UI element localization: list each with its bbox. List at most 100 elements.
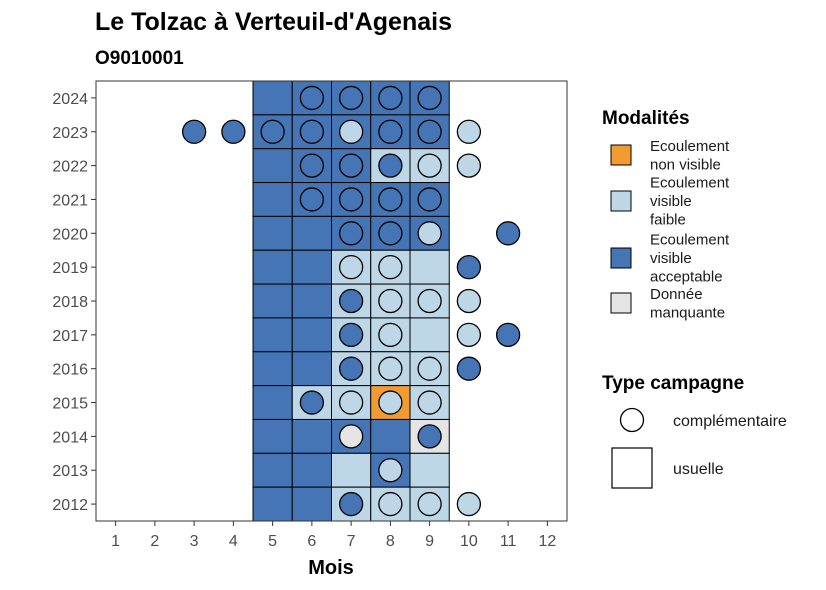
tile-2015-5 — [252, 385, 293, 420]
point-2020-8 — [378, 221, 403, 246]
point-2022-9 — [417, 153, 442, 178]
y-axis: 2012 2013 2014 2015 2016 2017 2018 2019 2020 2021… — [52, 91, 96, 514]
legend-label-line: non visible — [650, 156, 721, 173]
x-tick-label: 4 — [229, 533, 238, 550]
tile-2013-9 — [409, 452, 450, 488]
point-2020-7 — [338, 221, 364, 246]
y-tick-label: 2018 — [52, 294, 88, 311]
legend-key-manquante — [610, 292, 632, 314]
point-2023-9 — [417, 119, 442, 144]
x-tick-label: 2 — [150, 533, 159, 550]
x-tick-label: 9 — [425, 533, 434, 550]
tile-2016-6 — [291, 351, 332, 387]
point-2023-5 — [260, 119, 285, 144]
tile-2024-5 — [252, 80, 293, 116]
x-tick-label: 11 — [500, 533, 517, 550]
y-tick-label: 2015 — [52, 396, 88, 413]
tile-2017-9 — [409, 317, 450, 353]
x-tick-label: 10 — [460, 533, 478, 550]
tile-2017-5 — [252, 317, 293, 353]
point-2021-7 — [338, 187, 364, 212]
chart-subtitle: O9010001 — [95, 48, 184, 69]
point-2023-7 — [338, 119, 364, 144]
x-tick-label: 1 — [111, 533, 120, 550]
legend-key-circle — [619, 407, 645, 433]
tile-2019-6 — [291, 249, 332, 285]
point-2015-8 — [378, 390, 403, 415]
tile-2019-9 — [409, 249, 450, 285]
tile-2021-5 — [252, 182, 293, 217]
y-tick-label: 2017 — [52, 328, 88, 345]
point-2024-8 — [378, 85, 403, 111]
point-2014-7 — [338, 424, 364, 449]
x-axis: 1 2 3 4 5 6 7 8 9 10 11 12 — [111, 521, 556, 550]
tile-2014-6 — [291, 418, 332, 454]
tile-2018-5 — [252, 283, 293, 319]
legend-label-line: Ecoulement — [650, 138, 730, 155]
legend-key-square — [611, 447, 653, 489]
point-2021-6 — [299, 187, 325, 212]
legend-item-square: usuelle — [611, 447, 724, 489]
tiles-layer — [252, 80, 450, 522]
point-2015-7 — [338, 390, 364, 415]
tile-2020-5 — [252, 215, 293, 251]
point-2018-9 — [417, 288, 442, 314]
point-2021-8 — [378, 187, 403, 212]
point-2017-10 — [456, 322, 482, 347]
point-2023-4 — [221, 119, 246, 144]
point-2019-10 — [456, 255, 482, 280]
point-2018-8 — [378, 288, 403, 314]
tile-2022-5 — [252, 148, 293, 184]
legend-label-line: faible — [650, 212, 686, 229]
y-tick-label: 2021 — [52, 192, 88, 209]
legend-label: complémentaire — [673, 413, 787, 430]
point-2019-8 — [378, 255, 403, 280]
tile-2020-6 — [291, 215, 332, 251]
tile-2013-7 — [331, 452, 372, 488]
tile-2019-5 — [252, 249, 293, 285]
tile-2016-5 — [252, 351, 293, 387]
points-layer — [181, 85, 521, 517]
point-2012-7 — [338, 491, 364, 517]
point-2014-9 — [417, 424, 442, 449]
y-tick-label: 2014 — [52, 429, 88, 446]
point-2012-9 — [417, 491, 442, 517]
legend-label-line: Donnée — [650, 286, 703, 303]
legend-label: usuelle — [673, 461, 724, 478]
point-2018-7 — [338, 288, 364, 314]
y-tick-label: 2022 — [52, 159, 88, 176]
point-2016-7 — [338, 356, 364, 381]
tile-2014-8 — [370, 418, 411, 454]
point-2016-8 — [378, 356, 403, 381]
tile-2013-5 — [252, 452, 293, 488]
y-tick-label: 2020 — [52, 226, 88, 243]
point-2019-7 — [338, 255, 364, 280]
point-2017-11 — [495, 322, 521, 347]
legend-label-line: manquante — [650, 304, 725, 321]
legend-key-acceptable — [610, 247, 632, 269]
legend-modalites-title: Modalités — [602, 108, 690, 129]
y-tick-label: 2019 — [52, 260, 88, 277]
point-2023-8 — [378, 119, 403, 144]
tile-2017-6 — [291, 317, 332, 353]
point-2024-9 — [417, 85, 442, 111]
point-2021-9 — [417, 187, 442, 212]
point-2016-9 — [417, 356, 442, 381]
legend-key-faible — [610, 190, 632, 212]
point-2023-10 — [456, 119, 482, 144]
chart-title: Le Tolzac à Verteuil-d'Agenais — [95, 8, 452, 36]
tile-2014-5 — [252, 418, 293, 454]
legend-label-line: visible — [650, 193, 692, 210]
point-2013-8 — [378, 458, 403, 483]
x-tick-label: 5 — [268, 533, 277, 550]
y-tick-label: 2013 — [52, 463, 88, 480]
legend-item-circle: complémentaire — [619, 407, 787, 433]
x-tick-label: 7 — [347, 533, 356, 550]
point-2022-6 — [299, 153, 325, 178]
point-2020-9 — [417, 221, 442, 246]
